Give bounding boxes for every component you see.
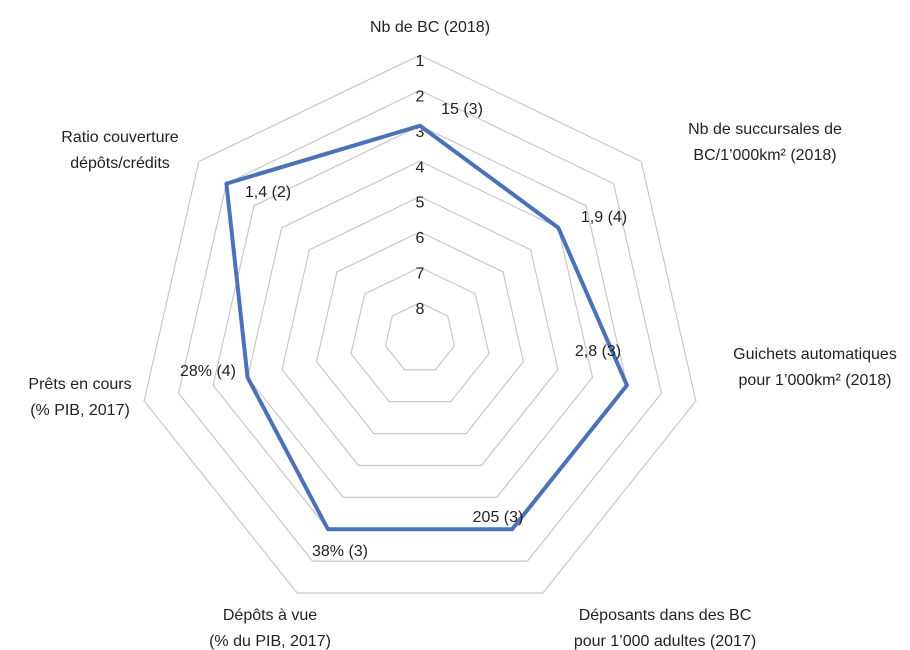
- r-tick-label: 5: [416, 195, 425, 212]
- grid-ring: [143, 54, 697, 594]
- category-label: Nb de succursales de: [688, 121, 842, 138]
- category-label: dépôts/crédits: [70, 155, 170, 172]
- r-tick-label: 7: [416, 265, 425, 282]
- value-label: 205 (3): [473, 509, 524, 526]
- series-line: [224, 123, 629, 532]
- category-label: Guichets automatiques: [733, 346, 897, 363]
- category-label: Nb de BC (2018): [370, 19, 490, 36]
- r-tick-label: 3: [416, 124, 425, 141]
- grid-ring: [350, 266, 490, 403]
- grid-ring: [384, 301, 456, 371]
- value-label: 38% (3): [312, 543, 368, 560]
- value-label: 28% (4): [180, 363, 236, 380]
- category-label: Ratio couverture: [61, 129, 178, 146]
- category-label: Dépôts à vue: [223, 607, 317, 624]
- category-label: Déposants dans des BC: [579, 607, 752, 624]
- r-tick-label: 8: [416, 301, 425, 318]
- category-label: pour 1’000 adultes (2017): [574, 633, 756, 650]
- category-label: Prêts en cours: [28, 376, 131, 393]
- value-label: 1,9 (4): [581, 209, 627, 226]
- r-tick-label: 4: [416, 159, 425, 176]
- r-tick-label: 1: [416, 53, 425, 70]
- value-label: 15 (3): [441, 101, 483, 118]
- category-label: pour 1’000km² (2018): [739, 372, 892, 389]
- category-label: (% du PIB, 2017): [209, 633, 331, 650]
- grid-ring: [315, 231, 525, 435]
- r-tick-label: 6: [416, 230, 425, 247]
- category-label: (% PIB, 2017): [30, 402, 130, 419]
- value-label: 2,8 (3): [575, 343, 621, 360]
- grid-ring: [281, 195, 559, 467]
- r-tick-label: 2: [416, 89, 425, 106]
- grid-ring: [246, 160, 594, 498]
- category-label: BC/1’000km² (2018): [693, 147, 836, 164]
- grid-ring: [177, 89, 663, 562]
- value-label: 1,4 (2): [245, 184, 291, 201]
